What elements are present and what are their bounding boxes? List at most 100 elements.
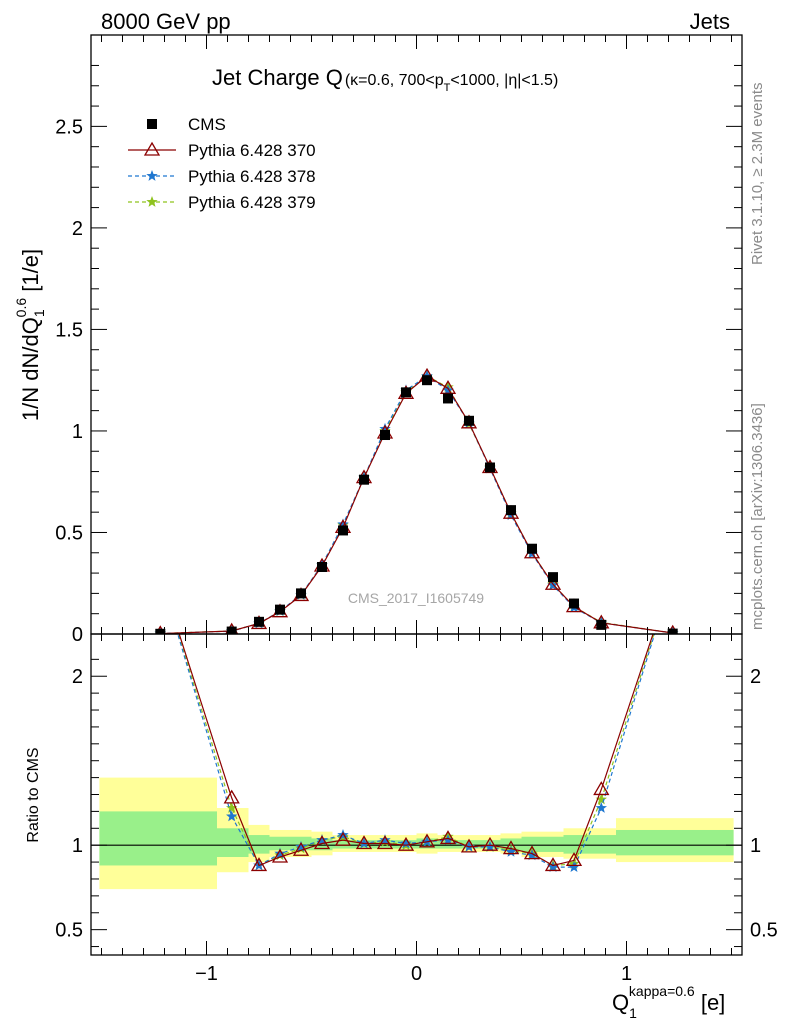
ratio-band-green — [269, 836, 312, 851]
data-point-cms — [226, 626, 237, 634]
ratio-point-pythia-6-428-370 — [334, 831, 352, 846]
ratio-point-pythia-6-428-370 — [376, 835, 394, 850]
legend-marker-pythia-6-428-370 — [143, 141, 161, 156]
y-tick-label: 0.5 — [55, 522, 83, 544]
ratio-point-pythia-6-428-370 — [481, 836, 499, 851]
y-tick-label: 2.5 — [55, 116, 83, 138]
legend-label-cms: CMS — [188, 115, 226, 134]
data-point-cms — [317, 561, 327, 572]
legend: CMS Pythia 6.428 370 Pythia 6.428 378 Pythi… — [128, 115, 316, 212]
ratio-point-pythia-6-428-370 — [292, 841, 310, 856]
data-point-cms — [155, 628, 166, 634]
title-main: Jet Charge Q — [212, 65, 343, 90]
ratio-uncertainty-bands — [91, 777, 742, 890]
energy-label: 8000 GeV pp — [101, 9, 231, 34]
y-tick-label: 0 — [72, 624, 83, 646]
data-point-cms — [254, 616, 264, 627]
data-point-cms — [422, 375, 432, 386]
data-point-cms — [359, 474, 369, 485]
data-point-cms — [569, 598, 579, 609]
ratio-point-pythia-6-428-378 — [442, 834, 454, 845]
data-point-cms — [338, 525, 348, 536]
main-series-layer — [154, 367, 679, 634]
ratio-point-pythia-6-428-378 — [400, 837, 412, 849]
data-point-cms — [443, 393, 453, 404]
analysis-watermark: CMS_2017_I1605749 — [348, 590, 484, 606]
ratio-band-green — [563, 835, 616, 854]
ratio-band-green — [616, 829, 734, 856]
x-tick-label: 0 — [411, 963, 422, 985]
x-tick-label: −1 — [195, 963, 218, 985]
ratio-tick-label: 0.5 — [55, 920, 83, 942]
title-cut-rest: <1000, |η|<1.5) — [450, 72, 558, 89]
ratio-point-pythia-6-428-378 — [337, 829, 349, 840]
ratio-point-pythia-6-428-370 — [439, 830, 457, 845]
ratio-point-pythia-6-428-370 — [313, 835, 331, 850]
ratio-band-green — [521, 836, 564, 852]
ratio-point-pythia-6-428-370 — [397, 836, 415, 851]
ratio-point-pythia-6-428-378 — [484, 840, 496, 852]
data-point-cms — [596, 619, 607, 630]
ratio-point-pythia-6-428-370 — [460, 838, 478, 853]
data-point-cms — [401, 387, 411, 398]
ratio-tick-label: 0.5 — [750, 920, 778, 942]
x-tick-label: 1 — [621, 963, 632, 985]
title-cut-sub: T — [444, 82, 451, 94]
x-axis-label: Q1kappa=0.6 [e] — [612, 983, 725, 1021]
ratio-point-pythia-6-428-370 — [223, 789, 240, 804]
ratio-point-pythia-6-428-378 — [526, 849, 538, 861]
legend-label-pythia-6-428-379: Pythia 6.428 379 — [188, 193, 316, 212]
ratio-point-pythia-6-428-378 — [295, 840, 307, 852]
data-point-cms — [506, 505, 516, 516]
ratio-point-pythia-6-428-378 — [226, 810, 238, 822]
mcplots-note: mcplots.cern.ch [arXiv:1306.3436] — [749, 403, 766, 630]
data-point-cms — [485, 462, 495, 473]
ratio-point-pythia-6-428-370 — [418, 833, 436, 848]
data-point-pythia-6-428-378 — [337, 518, 349, 530]
ratio-point-pythia-6-428-378 — [595, 802, 607, 813]
ratio-point-pythia-6-428-378 — [379, 834, 391, 845]
ratio-point-pythia-6-428-379 — [595, 793, 607, 805]
ratio-point-pythia-6-428-379 — [226, 802, 238, 813]
legend-marker-pythia-6-428-379 — [146, 196, 158, 207]
ratio-point-pythia-6-428-370 — [523, 845, 541, 860]
data-point-cms — [275, 604, 285, 615]
data-point-cms — [464, 415, 474, 426]
ratio-point-pythia-6-428-378 — [316, 834, 328, 845]
data-point-pythia-6-428-378 — [442, 384, 454, 396]
y-tick-label: 1.5 — [55, 319, 83, 341]
title-cut-kappa: (κ=0.6, 700<p — [345, 72, 444, 89]
y-tick-label: 1 — [72, 421, 83, 443]
ratio-tick-label: 1 — [72, 835, 83, 857]
process-label: Jets — [690, 9, 730, 34]
data-point-cms — [380, 430, 390, 441]
data-point-cms — [527, 543, 537, 554]
data-point-cms — [667, 628, 678, 634]
ratio-point-pythia-6-428-378 — [274, 847, 286, 859]
legend-label-pythia-6-428-370: Pythia 6.428 370 — [188, 141, 316, 160]
rivet-note: Rivet 3.1.10, ≥ 2.3M events — [749, 83, 766, 266]
chart-title: Jet Charge Q (κ=0.6, 700<pT<1000, |η|<1.5… — [212, 65, 558, 94]
ratio-point-pythia-6-428-370 — [565, 852, 583, 867]
ratio-point-pythia-6-428-370 — [544, 857, 562, 872]
ratio-axis-label: Ratio to CMS — [25, 747, 42, 842]
ratio-tick-label: 1 — [750, 835, 761, 857]
ratio-band-green — [311, 838, 333, 851]
y-axis-label: 1/N dN/dQ10.6 [1/e] — [13, 249, 47, 421]
legend-marker-cms — [147, 119, 157, 129]
ratio-point-pythia-6-428-370 — [271, 848, 289, 863]
ratio-point-pythia-6-428-370 — [250, 857, 268, 872]
ratio-point-pythia-6-428-370 — [502, 840, 520, 855]
ratio-tick-label: 2 — [72, 666, 83, 688]
data-point-pythia-6-428-370 — [544, 575, 562, 590]
ratio-point-pythia-6-428-378 — [547, 861, 559, 872]
data-point-cms — [296, 588, 306, 599]
axis-ticks: −1 0 1 0 0.5 1 1.5 2 2.5 0.5 0.5 1 1 2 2 — [55, 35, 778, 985]
ratio-point-pythia-6-428-378 — [568, 861, 580, 872]
ratio-tick-label: 2 — [750, 666, 761, 688]
ratio-point-pythia-6-428-370 — [355, 835, 373, 850]
legend-label-pythia-6-428-378: Pythia 6.428 378 — [188, 167, 316, 186]
legend-marker-pythia-6-428-378 — [146, 170, 158, 181]
data-point-cms — [548, 572, 558, 583]
